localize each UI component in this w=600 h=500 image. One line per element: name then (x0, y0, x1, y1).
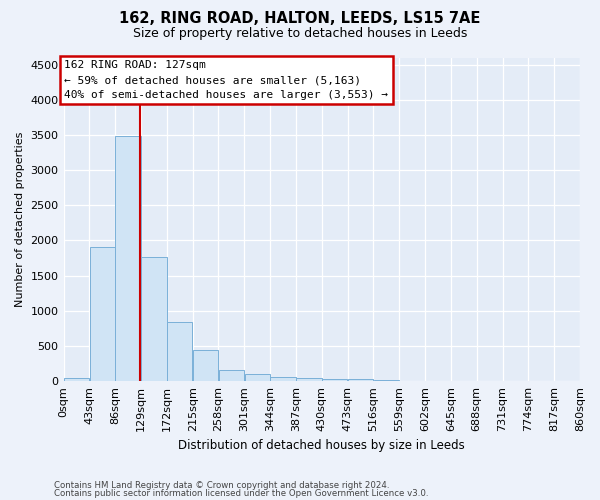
Bar (141, 258, 167, 381)
Bar (400, 380, 425, 381)
X-axis label: Distribution of detached houses by size in Leeds: Distribution of detached houses by size … (178, 440, 465, 452)
Bar (271, 377, 296, 381)
Bar (64, 378, 89, 381)
Bar (374, 380, 399, 381)
Bar (245, 374, 270, 381)
Text: Size of property relative to detached houses in Leeds: Size of property relative to detached ho… (133, 28, 467, 40)
Bar (193, 350, 218, 381)
Bar (115, 136, 141, 381)
Bar (348, 380, 373, 381)
Bar (296, 378, 322, 381)
Y-axis label: Number of detached properties: Number of detached properties (15, 132, 25, 307)
Text: 162, RING ROAD, HALTON, LEEDS, LS15 7AE: 162, RING ROAD, HALTON, LEEDS, LS15 7AE (119, 11, 481, 26)
Text: Contains public sector information licensed under the Open Government Licence v3: Contains public sector information licen… (54, 490, 428, 498)
Bar (322, 378, 347, 381)
Bar (219, 370, 244, 381)
Bar (167, 322, 193, 381)
Text: Contains HM Land Registry data © Crown copyright and database right 2024.: Contains HM Land Registry data © Crown c… (54, 480, 389, 490)
Text: 162 RING ROAD: 127sqm
← 59% of detached houses are smaller (5,163)
40% of semi-d: 162 RING ROAD: 127sqm ← 59% of detached … (64, 60, 388, 100)
Bar (89, 248, 115, 381)
